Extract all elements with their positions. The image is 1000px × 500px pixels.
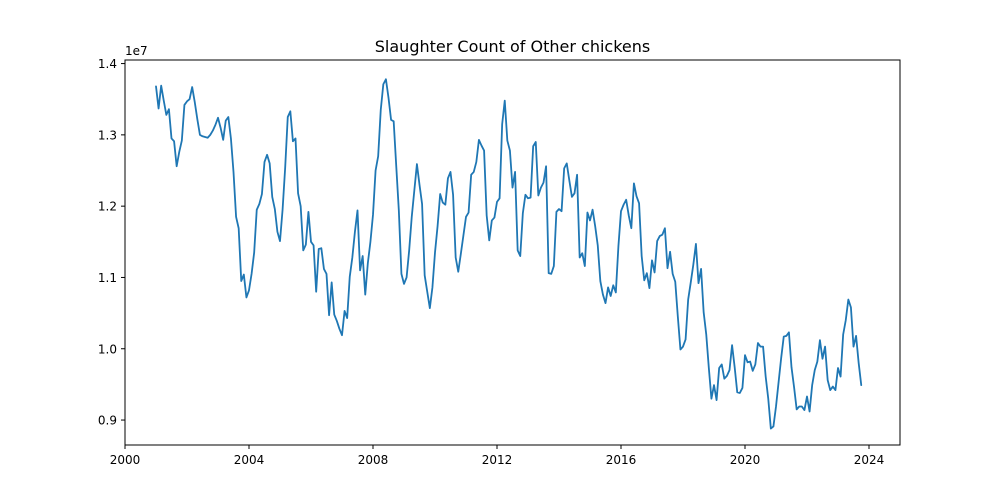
plot-area [124,59,901,446]
x-tick-label: 2008 [358,453,389,467]
y-tick-label: 1.1 [98,271,117,285]
x-tick-label: 2024 [854,453,885,467]
y-tick-label: 1.2 [98,200,117,214]
y-tick-label: 1.0 [98,342,117,356]
x-tick-label: 2004 [234,453,265,467]
x-tick-label: 2016 [606,453,637,467]
y-tick-label: 1.3 [98,128,117,142]
x-axis: 2000 2004 2008 2012 2016 2020 2024 [110,445,885,467]
chart-title: Slaughter Count of Other chickens [375,37,650,56]
series-line [155,78,863,430]
y-axis: 0.9 1.0 1.1 1.2 1.3 1.4 [98,57,125,428]
y-tick-label: 1.4 [98,57,117,71]
y-tick-label: 0.9 [98,414,117,428]
y-axis-offset-label: 1e7 [125,44,148,58]
axes-frame [124,59,901,446]
x-tick-label: 2012 [482,453,513,467]
x-tick-label: 2000 [110,453,141,467]
x-tick-label: 2020 [730,453,761,467]
